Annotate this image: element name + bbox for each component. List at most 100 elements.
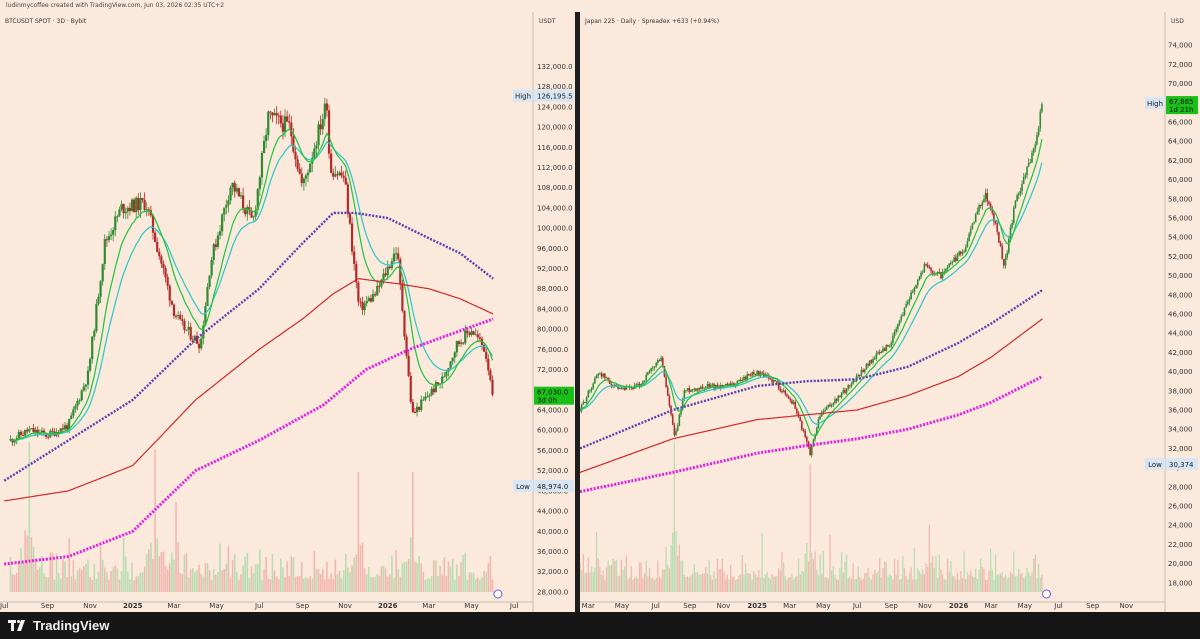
volume-bar bbox=[156, 538, 158, 592]
volume-bar bbox=[250, 566, 253, 592]
candle-body bbox=[643, 380, 646, 382]
volume-bar bbox=[989, 548, 992, 592]
candle-body bbox=[107, 236, 111, 241]
volume-bar bbox=[252, 572, 255, 592]
candle-body bbox=[989, 203, 992, 209]
volume-bar bbox=[629, 577, 631, 592]
volume-bar bbox=[206, 563, 209, 592]
candle-body bbox=[168, 285, 171, 301]
candle-body bbox=[867, 364, 869, 366]
volume-bar bbox=[857, 566, 859, 592]
volume-bar bbox=[261, 579, 263, 592]
volume-bar bbox=[789, 576, 791, 592]
candle-body bbox=[706, 384, 709, 387]
candle-body bbox=[1037, 128, 1040, 136]
candle-body bbox=[288, 121, 291, 123]
candle-body bbox=[902, 315, 904, 317]
y-tick-label: 36,000.0 bbox=[537, 548, 568, 556]
volume-bar bbox=[910, 567, 912, 592]
volume-bar bbox=[317, 569, 320, 592]
volume-bar bbox=[915, 579, 917, 592]
candle-body bbox=[418, 406, 421, 410]
candle-body bbox=[698, 388, 701, 390]
candle-body bbox=[357, 282, 360, 302]
candle-body bbox=[731, 383, 734, 386]
volume-bar bbox=[332, 579, 335, 592]
volume-bar bbox=[812, 559, 815, 592]
candle-body bbox=[281, 123, 285, 132]
volume-bar bbox=[971, 576, 974, 592]
tradingview-logo[interactable]: TradingView bbox=[8, 618, 109, 633]
candle-body bbox=[862, 369, 864, 373]
volume-bar bbox=[185, 553, 188, 592]
volume-bar bbox=[988, 571, 990, 592]
candle-body bbox=[695, 388, 697, 391]
candle-body bbox=[804, 430, 806, 438]
volume-bar bbox=[771, 574, 773, 592]
volume-bar bbox=[435, 560, 437, 592]
btc-chart-pane[interactable]: BTCUSDT SPOT · 3D · Bybit USDT 132,000.0 12… bbox=[0, 12, 575, 612]
volume-bar bbox=[280, 558, 282, 592]
candle-body bbox=[663, 365, 666, 377]
candle-body bbox=[1031, 153, 1033, 163]
candle-body bbox=[342, 175, 345, 178]
low-value: 48,974.0 bbox=[537, 483, 568, 491]
candle-body bbox=[955, 257, 957, 261]
volume-bar bbox=[955, 578, 957, 592]
candle-body bbox=[655, 362, 657, 367]
volume-bar bbox=[386, 576, 389, 592]
candle-body bbox=[648, 370, 651, 373]
volume-bar bbox=[368, 567, 370, 592]
volume-bar bbox=[85, 563, 87, 592]
candle-body bbox=[470, 331, 473, 335]
candle-body bbox=[878, 352, 881, 354]
volume-bar bbox=[11, 574, 14, 592]
nikkei-chart-pane[interactable]: Japan 225 · Daily · Spreadex +633 (+0.94… bbox=[580, 12, 1200, 612]
volume-bar bbox=[953, 576, 955, 592]
volume-bar bbox=[718, 569, 720, 592]
candle-body bbox=[371, 294, 375, 302]
volume-bar bbox=[612, 558, 614, 592]
volume-bar bbox=[1037, 564, 1040, 592]
volume-bar bbox=[422, 572, 425, 592]
candle-body bbox=[772, 380, 775, 383]
candle-body bbox=[455, 341, 458, 353]
y-tick-label: 40,000.0 bbox=[537, 528, 568, 536]
volume-bar bbox=[160, 552, 163, 592]
candle-body bbox=[865, 364, 868, 370]
volume-bar bbox=[22, 561, 24, 592]
candle-body bbox=[122, 204, 125, 214]
volume-bar bbox=[595, 532, 598, 592]
candle-body bbox=[802, 429, 805, 431]
volume-bar bbox=[655, 578, 657, 592]
candle-body bbox=[26, 429, 29, 432]
x-tick-label: Mar bbox=[985, 602, 998, 610]
high-tag bbox=[513, 89, 533, 102]
volume-bar bbox=[106, 572, 108, 592]
low-value-tag bbox=[1166, 458, 1198, 471]
candle-body bbox=[330, 153, 333, 173]
candle-body bbox=[355, 264, 358, 283]
volume-bar bbox=[643, 573, 646, 592]
candle-body bbox=[369, 298, 373, 302]
candle-body bbox=[604, 373, 606, 379]
volume-bar bbox=[998, 574, 1000, 592]
volume-bar bbox=[744, 563, 747, 592]
countdown-value: 3d 0h bbox=[537, 397, 557, 405]
candle-body bbox=[998, 231, 1000, 244]
footer-bar: TradingView bbox=[0, 612, 1200, 639]
candle-body bbox=[214, 244, 217, 248]
candle-body bbox=[696, 388, 699, 391]
volume-bar bbox=[958, 579, 960, 592]
candle-body bbox=[363, 303, 366, 311]
volume-bar bbox=[326, 561, 328, 592]
candle-body bbox=[139, 198, 142, 211]
candle-body bbox=[277, 115, 280, 117]
candle-body bbox=[968, 233, 970, 242]
volume-bar bbox=[122, 538, 125, 592]
volume-bar bbox=[273, 570, 276, 592]
candle-body bbox=[344, 177, 347, 185]
candle-body bbox=[887, 345, 889, 347]
volume-bar bbox=[238, 579, 240, 592]
volume-bar bbox=[208, 570, 211, 592]
